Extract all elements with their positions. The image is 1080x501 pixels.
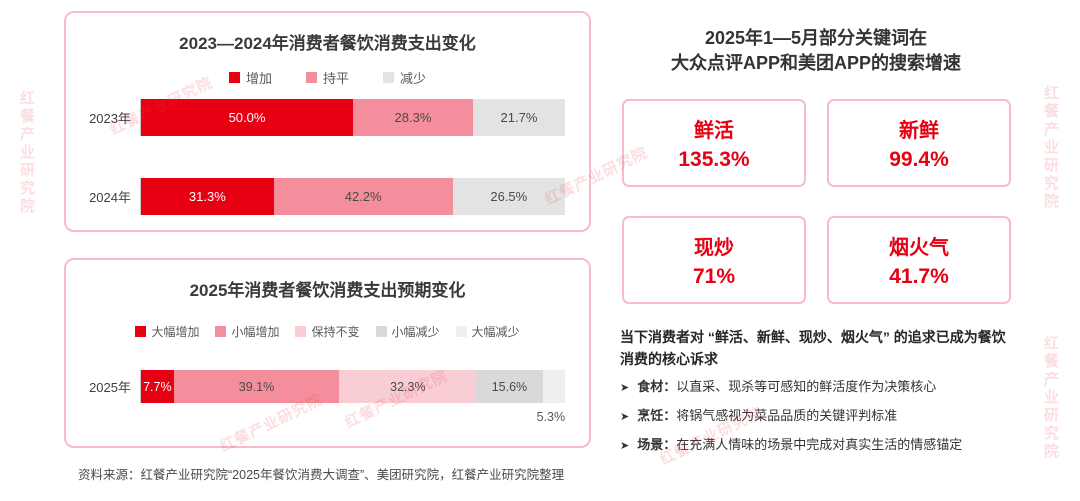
bar-segment: 7.7% xyxy=(141,370,174,403)
bar-segment: 21.7% xyxy=(472,99,565,136)
bar-row: 2023年 50.0% 28.3% 21.7% xyxy=(76,99,565,136)
keyword-card-fresh-live: 鲜活 135.3% xyxy=(622,99,806,187)
legend-swatch xyxy=(135,326,147,337)
stacked-bar: 31.3% 42.2% 26.5% xyxy=(140,178,565,215)
legend-item: 小幅增加 xyxy=(215,323,279,340)
keyword-card-stir-fried: 现炒 71% xyxy=(622,216,806,304)
bullet-text: 在充满人情味的场景中完成对真实生活的情感锚定 xyxy=(676,437,963,452)
bullet-item-scene: ➤ 场景：在充满人情味的场景中完成对真实生活的情感锚定 xyxy=(620,434,962,453)
bar-value-label: 26.5% xyxy=(490,189,528,204)
bullet-list: ➤ 食材：以直采、现杀等可感知的鲜活度作为决策核心 ➤ 烹饪：将锅气感视为菜品品… xyxy=(620,376,962,453)
bullet-item-cooking: ➤ 烹饪：将锅气感视为菜品品质的关键评判标准 xyxy=(620,405,962,424)
watermark: 红餐产业研究院 xyxy=(1042,335,1059,461)
chart-legend: 增加 持平 减少 xyxy=(66,68,589,87)
bar-segment: 39.1% xyxy=(173,370,340,403)
bullet-label: 食材： xyxy=(637,379,677,394)
legend-item: 持平 xyxy=(305,68,349,87)
legend-item: 小幅减少 xyxy=(375,323,440,340)
bar-value-label: 50.0% xyxy=(228,110,266,125)
keyword-label: 新鲜 xyxy=(899,120,939,142)
bullet-text: 将锅气感视为菜品品质的关键评判标准 xyxy=(676,408,898,423)
bar-value-label: 15.6% xyxy=(491,379,528,394)
keyword-value: 135.3% xyxy=(678,148,750,171)
bar-row: 2025年 7.7% 39.1% 32.3% 15.6% 5.3% xyxy=(76,370,565,424)
legend-item: 大幅减少 xyxy=(455,323,520,340)
keyword-card-fireworks-vibe: 烟火气 41.7% xyxy=(827,216,1011,304)
keyword-value: 99.4% xyxy=(889,148,949,171)
legend-swatch xyxy=(215,326,227,337)
legend-swatch xyxy=(375,326,387,337)
bar-value-label: 31.3% xyxy=(188,189,226,204)
bar-segment: 15.6% xyxy=(476,370,543,403)
category-label: 2024年 xyxy=(89,190,131,205)
legend-label: 持平 xyxy=(322,71,349,86)
bar-segment: 26.5% xyxy=(452,178,565,215)
legend-label: 大幅增加 xyxy=(151,325,200,339)
bar-segment: 5.3% xyxy=(537,370,565,424)
right-title-line2: 大众点评APP和美团APP的搜索增速 xyxy=(670,53,962,74)
bar-segment: 32.3% xyxy=(339,370,477,403)
legend-swatch xyxy=(455,326,467,337)
bar-segment: 28.3% xyxy=(353,99,473,136)
bar-value-label: 42.2% xyxy=(344,189,382,204)
legend-item: 大幅增加 xyxy=(135,323,199,340)
keyword-label: 现炒 xyxy=(694,237,734,259)
category-label: 2025年 xyxy=(89,380,131,395)
legend-label: 减少 xyxy=(400,71,427,86)
legend-label: 小幅增加 xyxy=(231,325,280,339)
legend-item: 减少 xyxy=(383,68,426,87)
legend-swatch xyxy=(295,326,307,337)
chart-plot: 2025年 7.7% 39.1% 32.3% 15.6% 5.3% xyxy=(66,340,589,424)
legend-label: 增加 xyxy=(245,71,272,86)
stacked-bar: 50.0% 28.3% 21.7% xyxy=(140,99,565,136)
right-panel-title: 2025年1—5月部分关键词在 大众点评APP和美团APP的搜索增速 xyxy=(618,26,1014,76)
legend-item: 保持不变 xyxy=(295,323,360,340)
bar-segment: 31.3% xyxy=(141,178,274,215)
legend-label: 保持不变 xyxy=(311,325,360,339)
arrow-icon: ➤ xyxy=(620,382,630,394)
chart-legend: 大幅增加 小幅增加 保持不变 小幅减少 大幅减少 xyxy=(66,323,589,340)
bar-value-label: 7.7% xyxy=(143,379,172,394)
bullet-label: 烹饪： xyxy=(637,408,677,423)
bar-value-label: 5.3% xyxy=(536,410,566,424)
chart-card-2023-2024: 2023—2024年消费者餐饮消费支出变化 增加 持平 减少 2023年 50.0% 2… xyxy=(64,11,591,232)
legend-label: 大幅减少 xyxy=(471,325,520,339)
category-label: 2023年 xyxy=(89,111,131,126)
watermark: 红餐产业研究院 xyxy=(1042,85,1059,211)
keyword-grid: 鲜活 135.3% 新鲜 99.4% 现炒 71% 烟火气 41.7% xyxy=(622,99,1011,304)
bar-segment: 50.0% xyxy=(141,99,353,136)
bar-value-label: 32.3% xyxy=(390,379,426,394)
legend-item: 增加 xyxy=(228,68,272,87)
summary-text: 当下消费者对 “鲜活、新鲜、现炒、烟火气” 的追求已成为餐饮消费的核心诉求 xyxy=(620,329,1006,367)
bar-value-label: 21.7% xyxy=(500,110,538,125)
legend-swatch xyxy=(228,72,240,83)
bar-segment: 42.2% xyxy=(273,178,453,215)
arrow-icon: ➤ xyxy=(620,440,630,452)
keyword-label: 鲜活 xyxy=(694,120,734,142)
bullet-item-ingredient: ➤ 食材：以直采、现杀等可感知的鲜活度作为决策核心 xyxy=(620,376,962,395)
chart-plot: 2023年 50.0% 28.3% 21.7% 2024年 31.3% 42.2% 26.5% xyxy=(66,87,589,215)
legend-swatch xyxy=(305,72,317,83)
bar-value-label: 39.1% xyxy=(238,379,275,394)
stacked-bar: 7.7% 39.1% 32.3% 15.6% 5.3% xyxy=(140,370,565,424)
right-title-line1: 2025年1—5月部分关键词在 xyxy=(704,28,928,48)
keyword-card-fresh: 新鲜 99.4% xyxy=(827,99,1011,187)
arrow-icon: ➤ xyxy=(620,411,630,423)
chart-card-2025-expectation: 2025年消费者餐饮消费支出预期变化 大幅增加 小幅增加 保持不变 小幅减少 大幅减少 … xyxy=(64,258,591,448)
watermark: 红餐产业研究院 xyxy=(18,90,35,216)
bar-row: 2024年 31.3% 42.2% 26.5% xyxy=(76,178,565,215)
bullet-text: 以直采、现杀等可感知的鲜活度作为决策核心 xyxy=(676,379,937,394)
legend-swatch xyxy=(383,72,394,83)
legend-label: 小幅减少 xyxy=(391,325,440,339)
bullet-label: 场景： xyxy=(637,437,677,452)
chart-title: 2023—2024年消费者餐饮消费支出变化 xyxy=(179,34,476,53)
chart-title: 2025年消费者餐饮消费支出预期变化 xyxy=(189,281,466,300)
keyword-value: 71% xyxy=(692,265,736,288)
keyword-label: 烟火气 xyxy=(889,237,949,259)
bar-value-label: 28.3% xyxy=(394,110,432,125)
source-note: 资料来源：红餐产业研究院“2025年餐饮消费大调查”、美团研究院，红餐产业研究院… xyxy=(78,468,565,482)
keyword-value: 41.7% xyxy=(889,265,949,288)
